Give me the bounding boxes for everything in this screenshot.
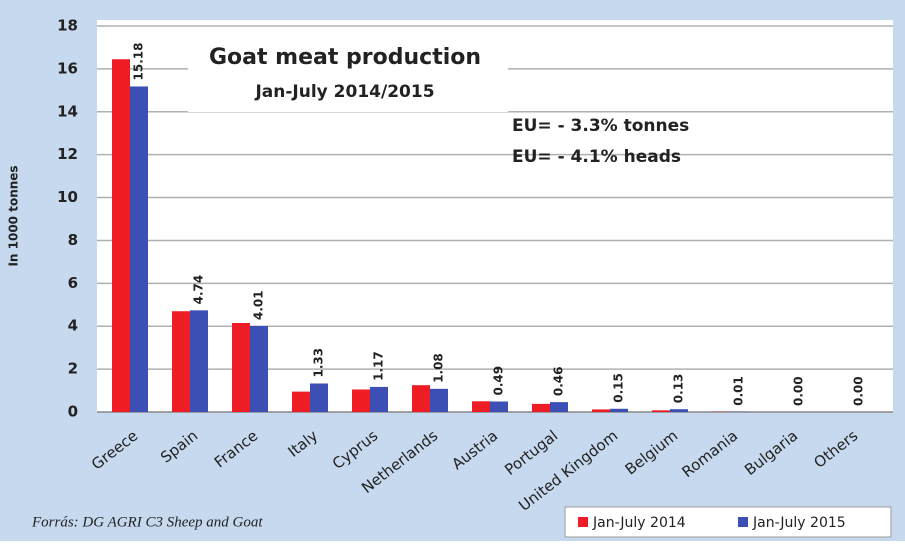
bar xyxy=(130,86,148,412)
data-label: 1.33 xyxy=(312,348,326,378)
bar xyxy=(490,401,508,412)
legend-swatch xyxy=(578,517,588,527)
bar xyxy=(592,409,610,412)
bar xyxy=(550,402,568,412)
y-tick-label: 0 xyxy=(68,403,78,421)
bar xyxy=(112,59,130,412)
bar xyxy=(352,389,370,412)
data-label: 1.17 xyxy=(372,351,386,381)
bar xyxy=(532,404,550,412)
y-tick-label: 14 xyxy=(57,102,78,120)
bar xyxy=(292,392,310,412)
y-tick-label: 18 xyxy=(57,17,78,35)
y-axis-label: In 1000 tonnes xyxy=(7,165,21,266)
y-tick-label: 16 xyxy=(57,59,78,77)
data-label: 15.18 xyxy=(132,43,146,81)
data-label: 0.13 xyxy=(672,374,686,404)
bar xyxy=(190,310,208,412)
bar xyxy=(430,389,448,412)
bar xyxy=(670,409,688,412)
bar xyxy=(610,409,628,412)
bar xyxy=(172,311,190,412)
y-tick-label: 8 xyxy=(68,231,78,249)
source: Forrás: DG AGRI C3 Sheep and Goat xyxy=(31,514,263,530)
data-label: 0.49 xyxy=(492,366,506,396)
data-label: 4.01 xyxy=(252,290,266,320)
annotation: EU= - 3.3% tonnes xyxy=(512,116,689,136)
y-tick-label: 12 xyxy=(57,145,78,163)
bar xyxy=(412,385,430,412)
data-label: 0.01 xyxy=(732,376,746,406)
chart-title: Goat meat production xyxy=(209,45,481,70)
annotation: EU= - 4.1% heads xyxy=(512,147,681,167)
data-label: 0.15 xyxy=(612,373,626,403)
bar xyxy=(652,410,670,412)
y-tick-label: 10 xyxy=(57,188,78,206)
legend-swatch xyxy=(738,517,748,527)
data-label: 0.00 xyxy=(792,376,806,406)
bar xyxy=(232,323,250,412)
y-tick-label: 6 xyxy=(68,274,78,292)
data-label: 0.00 xyxy=(852,376,866,406)
bar xyxy=(370,387,388,412)
bar xyxy=(310,383,328,412)
data-label: 1.08 xyxy=(432,353,446,383)
data-label: 0.46 xyxy=(552,367,566,397)
bar xyxy=(472,401,490,412)
data-label: 4.74 xyxy=(192,275,206,305)
legend-label: Jan-July 2014 xyxy=(592,515,686,531)
legend-label: Jan-July 2015 xyxy=(752,515,846,531)
y-tick-label: 2 xyxy=(68,360,78,378)
chart-subtitle: Jan-July 2014/2015 xyxy=(254,82,434,102)
y-tick-label: 4 xyxy=(68,317,78,335)
bar xyxy=(250,326,268,412)
